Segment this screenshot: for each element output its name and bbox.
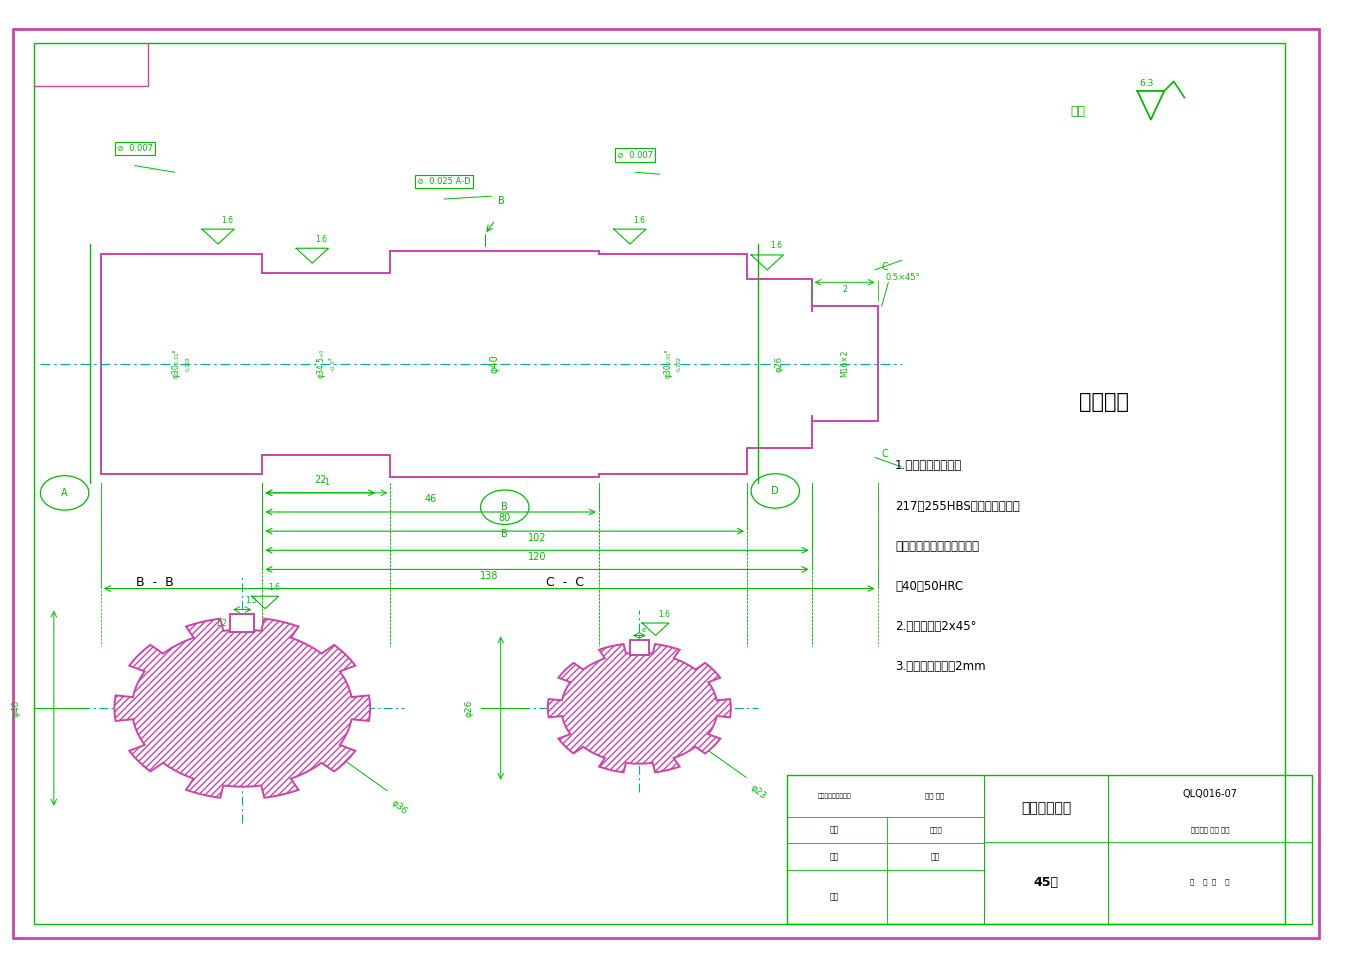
Text: D: D xyxy=(771,486,779,496)
Text: B: B xyxy=(501,502,509,512)
Text: B: B xyxy=(501,529,509,539)
Text: 签字 日期: 签字 日期 xyxy=(925,792,944,799)
Text: 1.6: 1.6 xyxy=(221,215,233,225)
Text: 1.5: 1.5 xyxy=(245,596,257,605)
Text: A: A xyxy=(62,488,67,498)
Text: 0.5×45°: 0.5×45° xyxy=(886,273,921,282)
Text: φ40: φ40 xyxy=(490,354,499,373)
Text: 高频淬火，淬火后齿面硬度: 高频淬火，淬火后齿面硬度 xyxy=(895,540,979,553)
Text: C: C xyxy=(882,262,888,272)
Text: 标准化: 标准化 xyxy=(929,827,942,834)
Polygon shape xyxy=(548,644,731,772)
Text: M16×2: M16×2 xyxy=(840,350,849,377)
Text: QLQ016-07: QLQ016-07 xyxy=(1183,790,1237,799)
Bar xyxy=(630,640,649,655)
Text: 138: 138 xyxy=(481,571,498,581)
Text: 标记处数更改文件号: 标记处数更改文件号 xyxy=(818,793,852,799)
Text: 共    张  共    张: 共 张 共 张 xyxy=(1190,879,1230,885)
Text: 1.6: 1.6 xyxy=(658,611,670,619)
Text: 217～255HBS；花键部分进行: 217～255HBS；花键部分进行 xyxy=(895,500,1020,513)
Text: C: C xyxy=(882,450,888,459)
Text: 2: 2 xyxy=(843,285,847,294)
Text: φ26: φ26 xyxy=(775,356,783,371)
Text: ⊘  0.007: ⊘ 0.007 xyxy=(618,150,653,160)
Text: ⊘  0.007: ⊘ 0.007 xyxy=(117,144,152,153)
Text: 1.6: 1.6 xyxy=(315,234,327,244)
Text: 3.未注明圆角半径2mm: 3.未注明圆角半径2mm xyxy=(895,660,985,674)
Text: 1.6: 1.6 xyxy=(268,584,280,592)
Text: φ30₀.₀₁⁸
₀.₀₀₂: φ30₀.₀₁⁸ ₀.₀₀₂ xyxy=(664,349,682,378)
Text: 46: 46 xyxy=(424,495,437,504)
Text: C  -  C: C - C xyxy=(546,575,584,589)
Text: 1.调质处理，硬度为: 1.调质处理，硬度为 xyxy=(895,459,962,473)
Text: 102: 102 xyxy=(528,533,546,543)
Text: 1: 1 xyxy=(324,478,328,487)
Text: φ36: φ36 xyxy=(390,798,409,816)
Text: 其余: 其余 xyxy=(1070,105,1085,119)
Text: 批准: 批准 xyxy=(931,853,941,861)
Text: 6.3: 6.3 xyxy=(1140,79,1154,88)
Text: e: e xyxy=(642,627,646,633)
Text: B  -  B: B - B xyxy=(136,575,174,589)
Text: 80: 80 xyxy=(498,514,511,523)
Text: B: B xyxy=(498,196,505,206)
Text: 为40～50HRC: 为40～50HRC xyxy=(895,580,964,593)
Text: ⊘  0.025 A-D: ⊘ 0.025 A-D xyxy=(417,177,471,187)
Text: φ40: φ40 xyxy=(11,700,20,717)
Text: 技术要求: 技术要求 xyxy=(1078,391,1129,412)
Text: 45钢: 45钢 xyxy=(1034,877,1058,889)
Text: φ23: φ23 xyxy=(748,783,769,801)
Text: 22: 22 xyxy=(314,476,327,485)
Text: 1.6: 1.6 xyxy=(633,215,645,225)
Polygon shape xyxy=(114,618,370,798)
Text: φ30₀.₀₁⁸
₀.₀₀₂: φ30₀.₀₁⁸ ₀.₀₀₂ xyxy=(172,349,191,378)
Text: φ26: φ26 xyxy=(464,700,474,717)
Text: 设计: 设计 xyxy=(830,826,840,835)
Text: φ34.5₊₀
₋₀.₀³: φ34.5₊₀ ₋₀.₀³ xyxy=(316,349,336,378)
Text: 审核: 审核 xyxy=(830,892,840,901)
Bar xyxy=(230,614,254,632)
Text: 1.6: 1.6 xyxy=(770,241,782,251)
Text: 取力器输出轴: 取力器输出轴 xyxy=(1020,802,1071,815)
Text: 1.2: 1.2 xyxy=(215,618,227,628)
Text: 2.未注明倒角2x45°: 2.未注明倒角2x45° xyxy=(895,620,977,634)
Text: 校对: 校对 xyxy=(830,853,840,861)
Bar xyxy=(787,775,1312,924)
Text: 120: 120 xyxy=(528,552,546,562)
Text: 图样标记 重量 日期: 图样标记 重量 日期 xyxy=(1191,827,1229,834)
